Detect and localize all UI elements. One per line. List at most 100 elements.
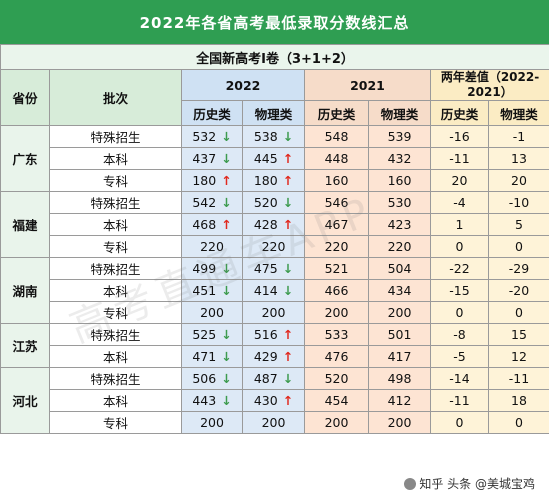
score-2022-history-value: 451	[192, 283, 217, 298]
header-diff-history: 历史类	[430, 100, 489, 126]
score-2022-history: 443 ↓	[181, 389, 243, 412]
score-2022-history-value: 506	[192, 371, 217, 386]
diff-physics-value: -20	[508, 283, 530, 298]
score-2022-physics: 516 ↑	[242, 323, 305, 346]
score-2021-history-value: 467	[324, 217, 349, 232]
province-cell: 福建	[0, 191, 50, 258]
score-2022-history-value: 542	[192, 195, 217, 210]
score-2021-history: 520	[304, 367, 369, 390]
arrow-up-icon: ↑	[282, 327, 294, 342]
score-2021-physics: 160	[368, 169, 431, 192]
score-2021-history: 160	[304, 169, 369, 192]
score-2022-history-value: 532	[192, 129, 217, 144]
batch-cell: 专科	[49, 235, 182, 258]
arrow-down-icon: ↓	[221, 349, 232, 364]
header-batch: 批次	[49, 69, 182, 126]
score-2022-physics-value: 516	[253, 327, 278, 342]
score-2022-physics-value: 487	[253, 371, 278, 386]
score-2022-physics: 430 ↑	[242, 389, 305, 412]
score-2022-history: 180 ↑	[181, 169, 243, 192]
score-2021-history-value: 454	[324, 393, 349, 408]
diff-physics: 12	[487, 345, 549, 368]
batch-cell: 本科	[49, 147, 182, 170]
diff-physics: -1	[487, 125, 549, 148]
score-2021-history-value: 520	[324, 371, 349, 386]
diff-history: 20	[430, 169, 489, 192]
score-2021-history: 521	[304, 257, 369, 280]
diff-physics: 0	[487, 411, 549, 434]
diff-physics-value: -1	[512, 129, 526, 144]
diff-physics: -11	[487, 367, 549, 390]
table-row: 本科 471 ↓ 429 ↑ 476 417 -5 12	[1, 345, 549, 368]
score-2022-history-value: 437	[192, 151, 217, 166]
arrow-up-icon: ↑	[282, 393, 294, 408]
score-2021-history-value: 521	[324, 261, 349, 276]
batch-cell: 特殊招生	[49, 191, 182, 214]
score-2021-history-value: 448	[324, 151, 349, 166]
score-2022-physics: 414 ↓	[242, 279, 305, 302]
score-2022-history: 220	[181, 235, 243, 258]
score-2021-physics: 432	[368, 147, 431, 170]
score-2022-physics: 180 ↑	[242, 169, 305, 192]
score-2022-history-value: 200	[200, 305, 224, 320]
diff-history-value: 20	[451, 173, 468, 188]
diff-history: -22	[430, 257, 489, 280]
score-2022-history: 451 ↓	[181, 279, 243, 302]
score-2021-history: 200	[304, 301, 369, 324]
arrow-up-icon: ↑	[282, 217, 294, 232]
score-2021-history-value: 160	[324, 173, 349, 188]
diff-physics-value: -29	[508, 261, 530, 276]
score-2021-history-value: 548	[324, 129, 349, 144]
credit-text: 知乎 头条 @美城宝鸡	[400, 474, 539, 493]
table-row: 广东 特殊招生 532 ↓ 538 ↓ 548 539 -16 -1	[0, 125, 549, 192]
score-2021-history-value: 533	[324, 327, 349, 342]
batch-cell: 本科	[49, 345, 182, 368]
score-2021-physics: 539	[368, 125, 431, 148]
diff-physics: -10	[487, 191, 549, 214]
score-2022-physics: 200	[242, 301, 305, 324]
diff-physics-value: -11	[508, 371, 530, 386]
score-2022-physics: 538 ↓	[242, 125, 305, 148]
score-2022-history: 200	[181, 411, 243, 434]
score-2022-history-value: 471	[192, 349, 217, 364]
score-2022-physics: 475 ↓	[242, 257, 305, 280]
score-2022-physics: 429 ↑	[242, 345, 305, 368]
score-2021-history: 454	[304, 389, 369, 412]
header-diff: 两年差值（2022-2021）	[429, 69, 549, 101]
header-2021: 2021	[304, 69, 431, 101]
province-cell: 湖南	[0, 257, 50, 324]
province-cell: 江苏	[0, 323, 50, 368]
score-2022-physics-value: 445	[253, 151, 278, 166]
score-2022-physics-value: 520	[253, 195, 278, 210]
diff-physics-value: 13	[511, 151, 527, 166]
score-2021-history: 548	[304, 125, 369, 148]
arrow-up-icon: ↑	[282, 151, 294, 166]
score-2022-physics: 520 ↓	[242, 191, 305, 214]
score-2021-history: 467	[304, 213, 369, 236]
arrow-down-icon: ↓	[221, 393, 232, 408]
diff-physics-value: 5	[515, 217, 523, 232]
score-2022-history: 200	[181, 301, 243, 324]
table-subtitle: 全国新高考Ⅰ卷（3+1+2）	[0, 44, 549, 70]
score-table: 全国新高考Ⅰ卷（3+1+2） 省份 批次 2022 2021 两年差值（2022…	[0, 44, 549, 434]
table-row: 本科 451 ↓ 414 ↓ 466 434 -15 -20	[1, 279, 549, 302]
score-2022-physics: 487 ↓	[242, 367, 305, 390]
score-2021-physics-value: 530	[387, 195, 412, 210]
score-2022-physics-value: 220	[261, 239, 286, 254]
score-2022-history: 542 ↓	[181, 191, 243, 214]
table-row: 江苏 特殊招生 525 ↓ 516 ↑ 533 501 -8 15	[0, 323, 549, 368]
score-2021-history: 220	[304, 235, 369, 258]
diff-physics-value: 20	[511, 173, 527, 188]
score-2022-history: 437 ↓	[181, 147, 243, 170]
score-2022-history-value: 220	[200, 239, 224, 254]
table-row: 河北 特殊招生 506 ↓ 487 ↓ 520 498 -14 -11	[0, 367, 549, 434]
score-2021-physics: 498	[368, 367, 431, 390]
score-2021-physics-value: 501	[387, 327, 412, 342]
table-row: 本科 443 ↓ 430 ↑ 454 412 -11 18	[1, 389, 549, 412]
province-cell: 河北	[0, 367, 50, 434]
table-row: 湖南 特殊招生 499 ↓ 475 ↓ 521 504 -22 -29	[0, 257, 549, 324]
diff-history-value: -5	[453, 349, 466, 364]
score-2021-physics-value: 432	[387, 151, 412, 166]
score-2022-physics-value: 200	[261, 305, 286, 320]
score-2021-physics: 434	[368, 279, 431, 302]
